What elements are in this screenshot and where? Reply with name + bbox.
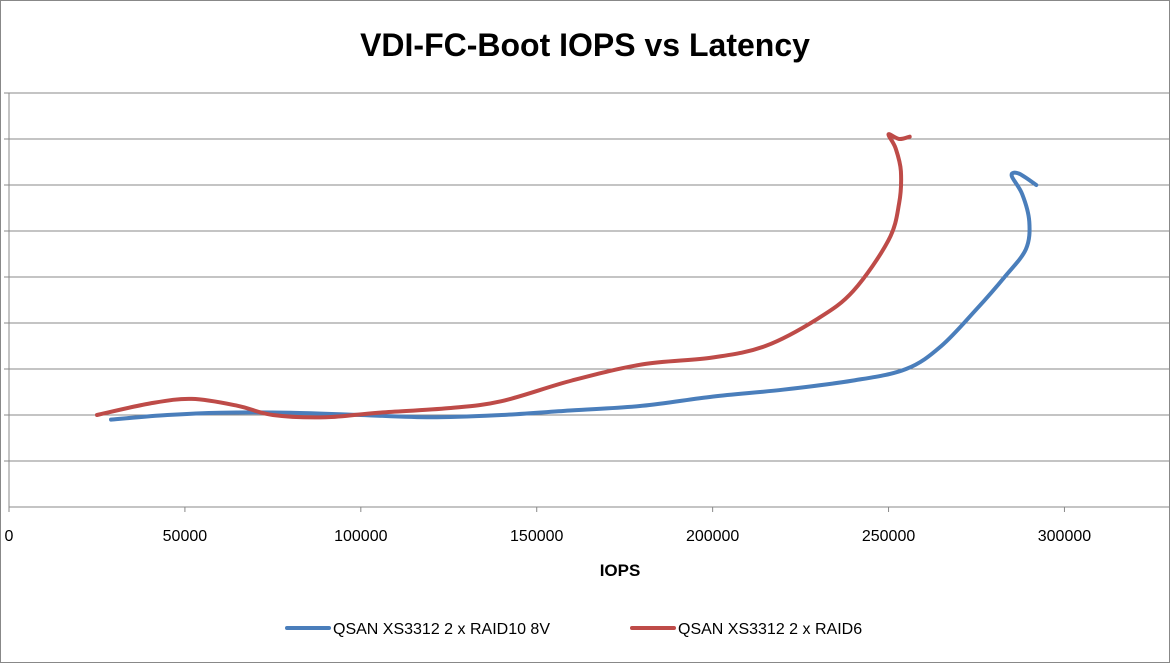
x-tick-label: 150000: [510, 528, 563, 545]
x-tick-labels: 0 50000 100000 150000 200000 250000 300000: [5, 507, 1091, 545]
x-tick-label: 200000: [686, 528, 739, 545]
legend-label-2: QSAN XS3312 2 x RAID6: [678, 621, 862, 638]
axes: [8, 93, 1170, 508]
legend: QSAN XS3312 2 x RAID10 8V QSAN XS3312 2 x…: [285, 621, 862, 638]
x-axis-label: IOPS: [600, 561, 641, 580]
x-tick-label: 250000: [862, 528, 915, 545]
chart-title: VDI-FC-Boot IOPS vs Latency: [360, 27, 810, 63]
series-line-1: [109, 170, 1039, 422]
x-tick-label: 0: [5, 528, 14, 545]
series-line-2: [95, 132, 912, 420]
x-tick-label: 50000: [163, 528, 208, 545]
series-lines: [95, 132, 1039, 422]
x-tick-label: 100000: [334, 528, 387, 545]
legend-label-1: QSAN XS3312 2 x RAID10 8V: [333, 621, 550, 638]
x-tick-label: 300000: [1038, 528, 1091, 545]
